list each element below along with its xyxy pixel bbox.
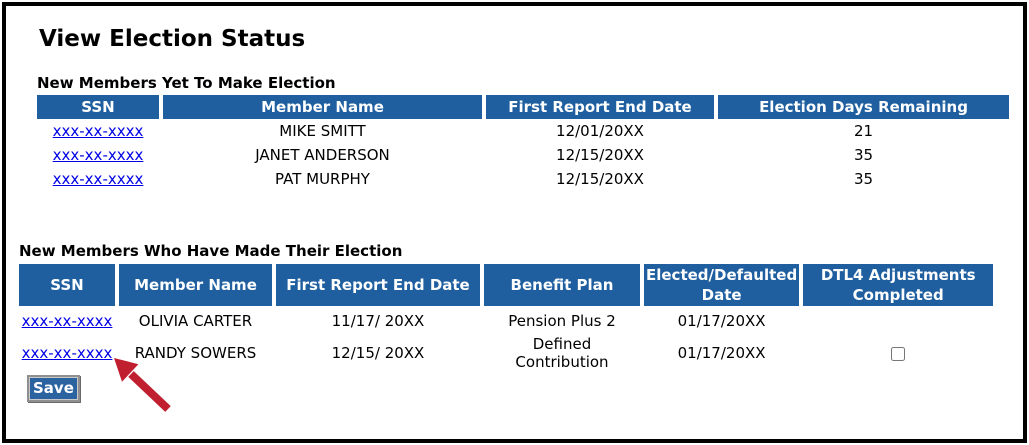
table-row: xxx-xx-xxxx MIKE SMITT 12/01/20XX 21 — [37, 119, 1009, 143]
save-button-label: Save — [33, 379, 74, 397]
column-header: SSN — [37, 95, 159, 119]
table-cell: OLIVIA CARTER — [138, 311, 253, 330]
table-cell: 35 — [853, 146, 874, 164]
table-cell: 12/01/20XX — [556, 122, 644, 140]
table-cell: 12/15/ 20XX — [331, 344, 425, 362]
dtl4-cell — [803, 335, 993, 371]
table-cell: 01/17/20XX — [677, 311, 766, 330]
column-header: Member Name — [163, 95, 482, 119]
table-cell: 21 — [853, 122, 874, 140]
header-row: SSN Member Name First Report End Date Elect… — [37, 95, 1009, 119]
table-cell: 12/15/20XX — [556, 170, 644, 188]
column-header: Benefit Plan — [484, 264, 640, 306]
column-header: First Report End Date — [486, 95, 714, 119]
table-cell: 12/15/20XX — [556, 146, 644, 164]
column-header: DTL4 Adjustments Completed — [803, 264, 994, 306]
table-cell: Defined Contribution — [515, 335, 609, 371]
table-cell: RANDY SOWERS — [134, 344, 257, 362]
yet-to-elect-table: SSN Member Name First Report End Date Elect… — [33, 95, 1013, 191]
column-header: Elected/Defaulted Date — [644, 264, 800, 306]
table-row: xxx-xx-xxxx PAT MURPHY 12/15/20XX 35 — [37, 167, 1009, 191]
ssn-cell: xxx-xx-xxxx — [37, 167, 159, 191]
page-title: View Election Status — [39, 26, 306, 52]
ssn-link[interactable]: xxx-xx-xxxx — [52, 122, 144, 140]
table-cell: JANET ANDERSON — [255, 146, 390, 164]
column-header: Election Days Remaining — [718, 95, 1009, 119]
ssn-link[interactable]: xxx-xx-xxxx — [21, 344, 113, 362]
table-cell: 35 — [853, 170, 874, 188]
table-cell: 11/17/ 20XX — [331, 311, 425, 330]
dtl4-adjustments-checkbox[interactable] — [891, 346, 906, 361]
section-label-yet-to-elect: New Members Yet To Make Election — [37, 74, 336, 92]
ssn-cell: xxx-xx-xxxx — [19, 306, 115, 335]
table-cell: PAT MURPHY — [275, 170, 370, 188]
column-header: Member Name — [119, 264, 272, 306]
section-label-made-election: New Members Who Have Made Their Election — [19, 242, 403, 260]
ssn-link[interactable]: xxx-xx-xxxx — [52, 170, 144, 188]
made-election-table: SSN Member Name First Report End Date Benef… — [15, 264, 997, 371]
ssn-cell: xxx-xx-xxxx — [37, 119, 159, 143]
table-cell: MIKE SMITT — [279, 122, 366, 140]
column-header: First Report End Date — [276, 264, 480, 306]
ssn-cell: xxx-xx-xxxx — [37, 143, 159, 167]
ssn-cell: xxx-xx-xxxx — [19, 335, 115, 371]
table-row: xxx-xx-xxxx JANET ANDERSON 12/15/20XX 35 — [37, 143, 1009, 167]
save-button[interactable]: Save — [27, 375, 80, 402]
table-row: xxx-xx-xxxx OLIVIA CARTER 11/17/ 20XX Pensi… — [19, 306, 993, 335]
table-cell: Pension Plus 2 — [508, 311, 616, 330]
ssn-link[interactable]: xxx-xx-xxxx — [21, 311, 113, 330]
ssn-link[interactable]: xxx-xx-xxxx — [52, 146, 144, 164]
table-row: xxx-xx-xxxx RANDY SOWERS 12/15/ 20XX Define… — [19, 335, 993, 371]
header-row: SSN Member Name First Report End Date Benef… — [19, 264, 994, 306]
table-cell: 01/17/20XX — [677, 344, 766, 362]
empty-cell — [803, 306, 993, 335]
column-header: SSN — [19, 264, 115, 306]
